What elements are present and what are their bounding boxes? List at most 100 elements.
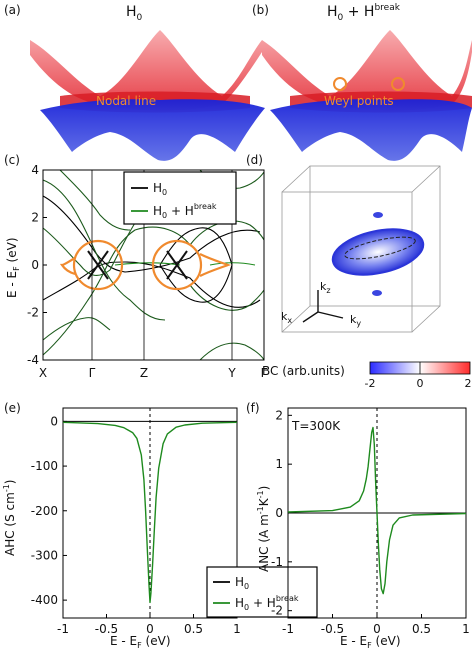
panel-b-tag: (b) [252,3,269,17]
panel-c-legend: H0 H0 + Hbreak [123,171,237,225]
xtick-label: 1 [462,622,470,636]
c-xtick-label: Z [140,366,148,380]
band-green-5 [189,284,265,311]
bc-ring [331,228,425,276]
ytick-label: -100 [31,459,58,473]
band-green-3 [42,226,191,356]
ytick-label: 1 [275,457,283,471]
ytick-label: -2 [271,604,283,618]
panel-f-annotation: T=300K [291,419,341,433]
c-xtick-label: Y [227,366,236,380]
panel-b-upper-band [262,30,472,111]
panel-c-crossings [87,250,188,280]
weyl-point-right [391,77,405,91]
panel-e-tag: (e) [4,401,21,415]
panel-c-tag: (c) [4,153,20,167]
band-green-4 [189,220,265,246]
bc-blob-top [373,212,383,218]
xtick-label: 0 [373,622,381,636]
legend-label-h0: H0 [153,181,167,197]
panel-a-title: H0 [126,4,143,23]
cube-edge-1 [281,165,311,193]
panel-d-tag: (d) [246,153,263,167]
series-line-hbreak [62,421,238,604]
panel-a-lower-band [40,99,265,161]
band-green-11 [209,262,256,266]
cube-back-face [309,165,441,307]
xtick-label: 1 [233,622,241,636]
panel-a-tag: (a) [4,3,21,17]
xtick-label: 0 [146,622,154,636]
colorbar-tick-min: -2 [365,377,376,390]
xtick-label: -0.5 [321,622,344,636]
panel-d-colorbar: BC (arb.units) -2 0 2 [262,361,472,390]
band-green-8 [199,342,265,361]
axis-ky [317,311,344,319]
c-ytick-label: -2 [27,306,39,320]
ytick-label: -200 [31,504,58,518]
axis-kx-label: kx [281,310,292,325]
panel-c-legend-box [123,171,237,225]
crossing-right-b [166,250,188,280]
panel-f-plot: -1 -0.5 0 0.5 1 2 1 0 -1 -2 [271,407,470,636]
panel-f-xlabel: E - EF (eV) [340,634,401,650]
panel-b-surfaces: Weyl points [262,30,472,161]
ytick-label: -1 [271,555,283,569]
c-xtick-label: Γ [89,366,96,380]
c-xtick-label: X [39,366,47,380]
cube-front-face [281,191,413,333]
band-black-1 [42,195,261,273]
bc-blob-bottom [372,290,382,296]
crossing-left-b [87,250,109,280]
panel-c-plot: 4 2 0 -2 -4 X Γ Z Y Γ E - EF (eV) H0 H0 + Hbreak [5,163,268,380]
series-line-hbreak [287,426,467,595]
nodal-loop-right-tail [199,253,232,277]
band-black-3 [159,227,233,303]
panel-e-legend: H0 H0 + Hbreak [206,566,318,618]
band-green-6 [59,169,131,231]
panel-a: (a) H0 Nodal line [4,3,265,161]
nodal-loop-left [72,239,124,291]
xtick-label: 0.5 [184,622,203,636]
panel-b-title: H0 + Hbreak [327,3,401,23]
panel-e-legend-box [206,566,318,618]
colorbar-tick-zero: 0 [417,377,424,390]
ytick-label: 2 [275,408,283,422]
panel-a-nodal-label: Nodal line [96,94,156,108]
weyl-point-left [333,77,347,91]
band-black-2 [42,261,261,308]
panel-a-surfaces: Nodal line [30,30,265,161]
c-ytick-label: 4 [31,163,39,177]
colorbar-label: BC (arb.units) [262,364,345,378]
panel-d-cube [281,165,441,333]
panel-b-weyl-label: Weyl points [324,94,394,108]
axis-ky-label: ky [350,313,361,328]
panel-c-ylabel: E - EF (eV) [5,237,21,298]
panel-f-tag: (f) [246,401,260,415]
nodal-loop-right [151,239,203,291]
panel-d: (d) kz kx ky BC (arb.units) -2 [246,153,472,390]
ytick-label: 0 [50,414,58,428]
cube-edge-3 [281,305,311,333]
panel-c: (c) [4,153,268,380]
c-ytick-label: 0 [31,258,39,272]
colorbar-tick-max: 2 [465,377,472,390]
c-ytick-label: 2 [31,211,39,225]
axis-kz-label: kz [320,280,331,295]
ytick-label: -400 [31,593,58,607]
panel-f: (f) -1 -0.5 0 0.5 1 2 1 0 -1 -2 T=300K ANC (A m-1… [246,401,470,650]
panel-e-xlabel: E - EF (eV) [110,634,171,650]
nodal-loop-left-tail [59,257,76,276]
ytick-label: -300 [31,548,58,562]
cube-edge-4 [411,305,441,333]
panel-c-yticks: 4 2 0 -2 -4 [27,163,47,367]
c-ytick-label: -4 [27,353,39,367]
panel-b-lower-band [270,99,472,161]
bc-dashed-loop [344,236,416,260]
xtick-label: -1 [57,622,69,636]
panel-d-axes [302,290,344,323]
panel-b: (b) H0 + Hbreak Weyl points [252,3,472,161]
panel-d-bc-surface [331,212,425,296]
